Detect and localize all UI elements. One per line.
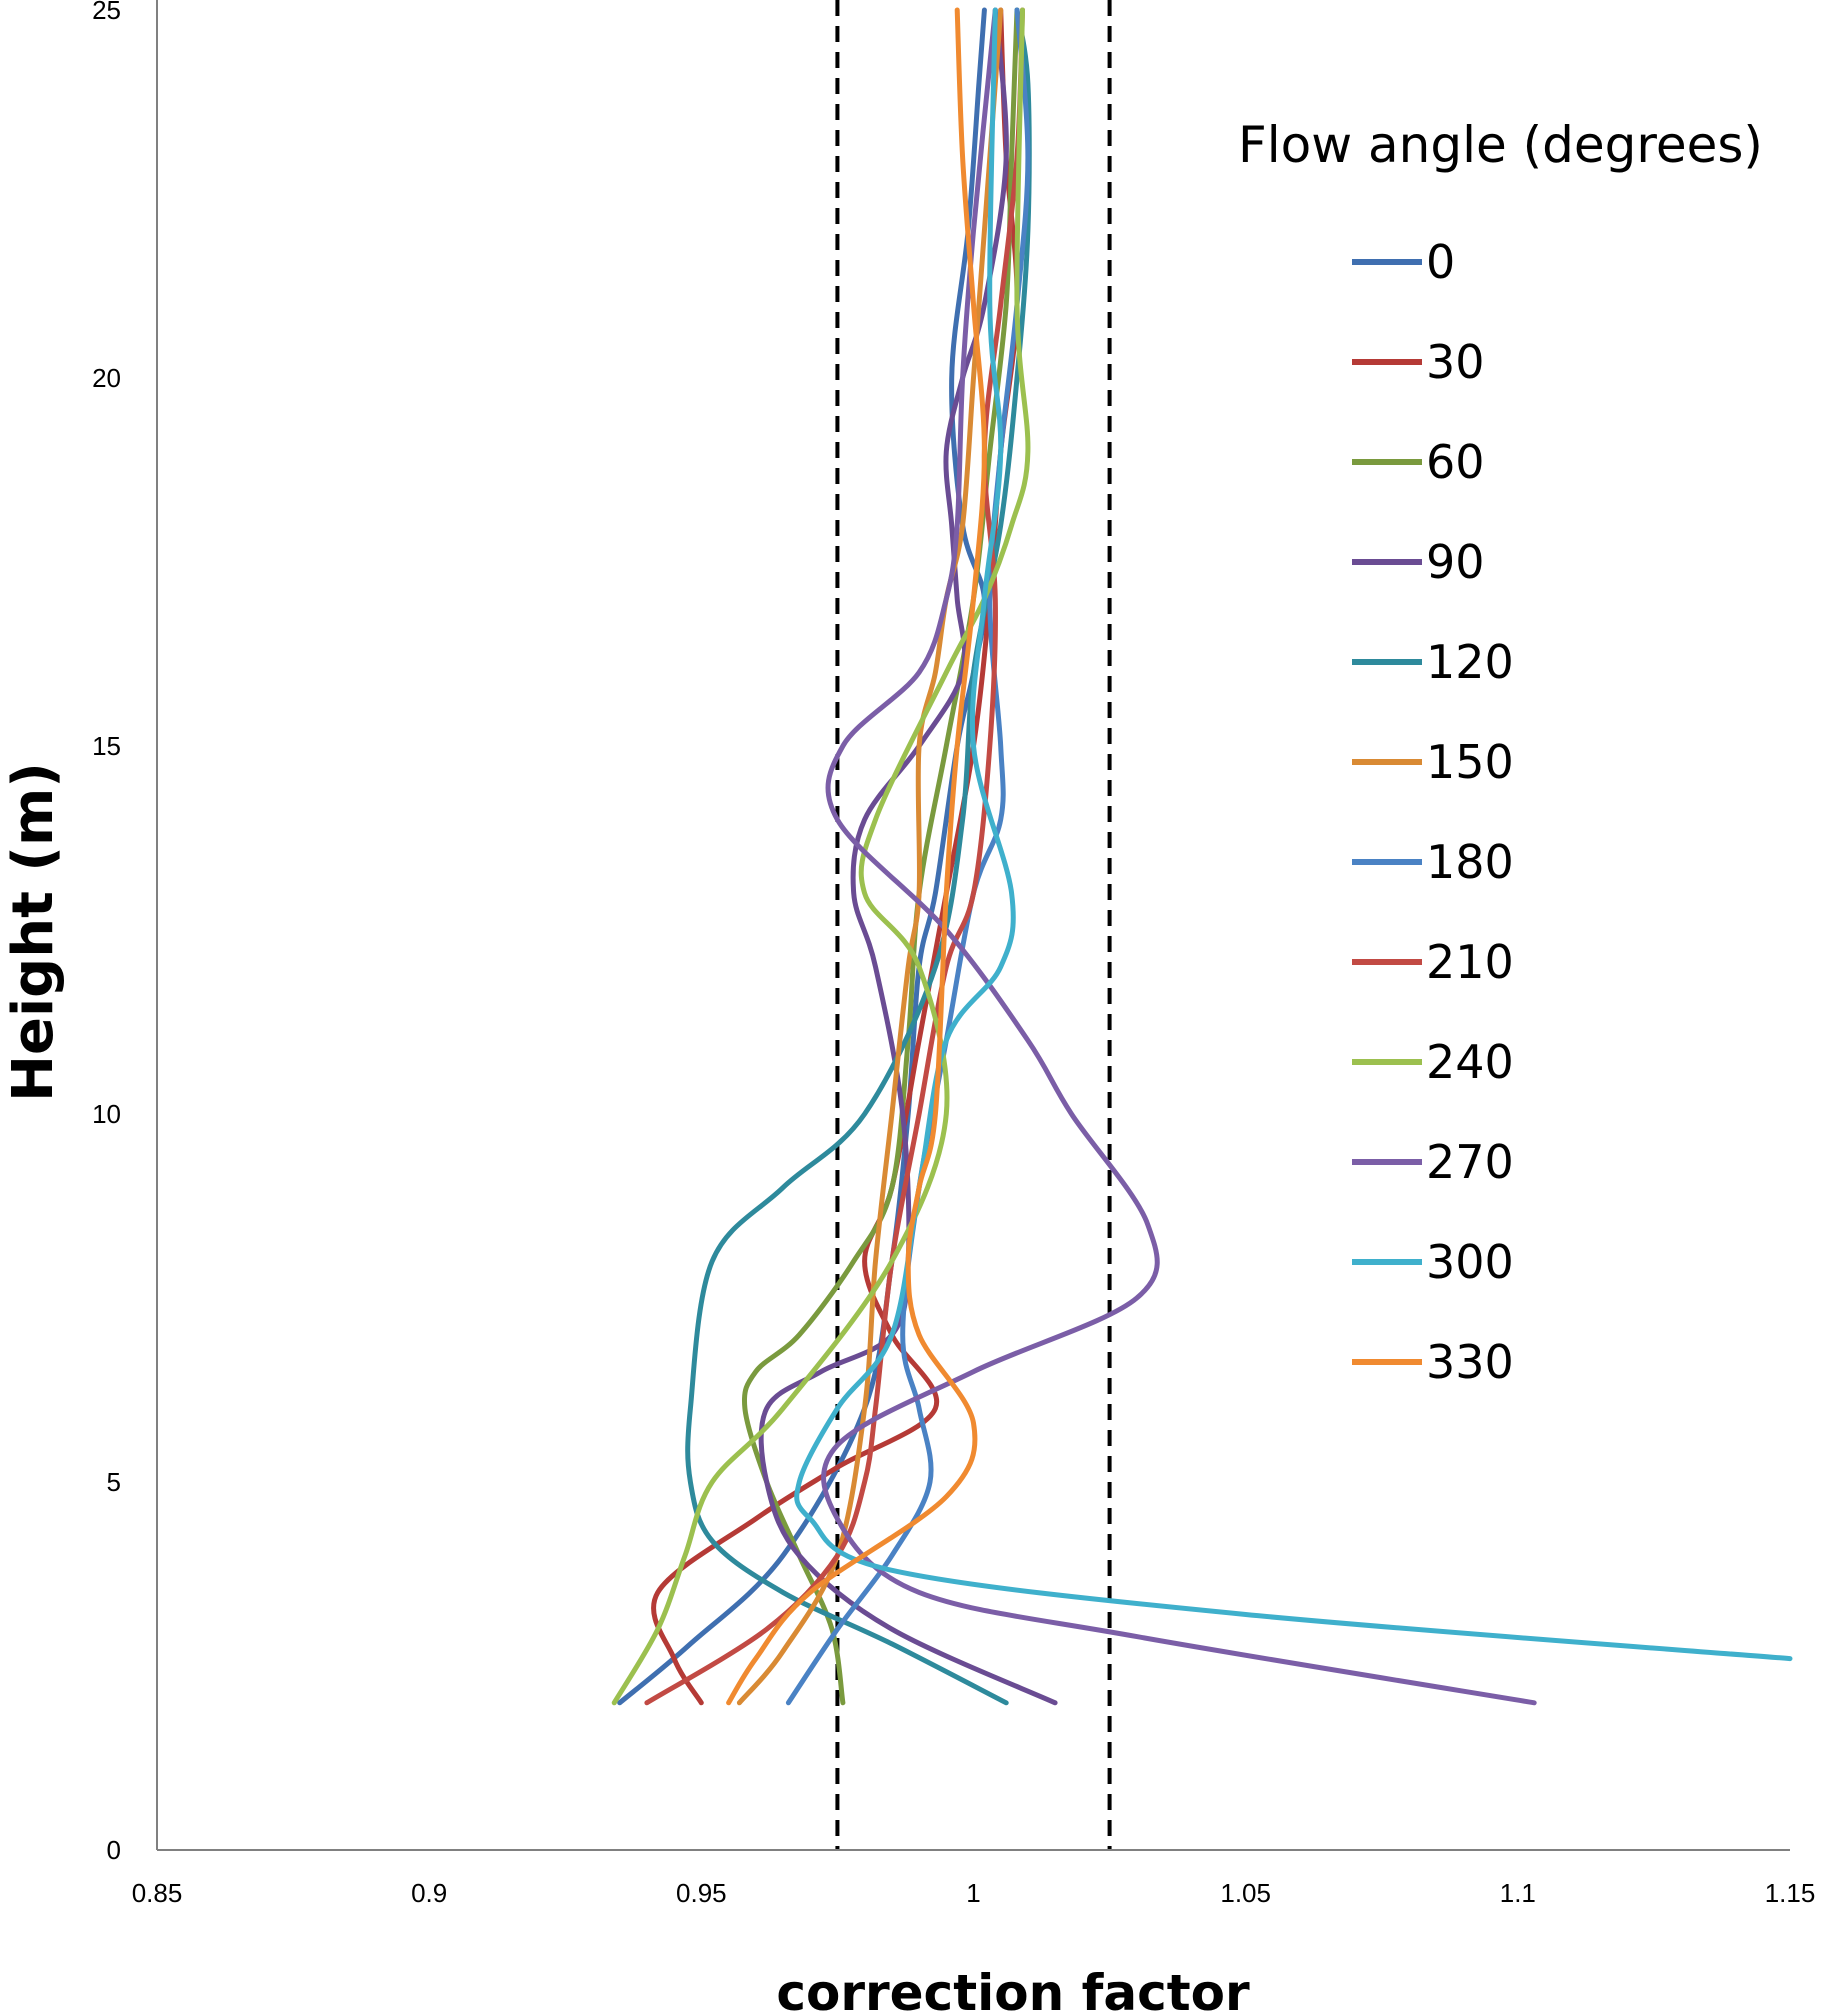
legend-label-120: 120 (1426, 635, 1514, 689)
legend-label-30: 30 (1426, 335, 1485, 389)
series-lines (611, 7, 1793, 1706)
legend-label-210: 210 (1426, 935, 1514, 989)
y-tick-label: 10 (92, 1099, 121, 1129)
x-tick-label: 1.15 (1765, 1878, 1816, 1908)
x-tick-label: 1 (966, 1878, 980, 1908)
legend-label-300: 300 (1426, 1235, 1514, 1289)
series-line-270 (821, 7, 1537, 1706)
series-line-240 (611, 7, 1031, 1706)
x-tick-label: 0.9 (411, 1878, 447, 1908)
x-tick-label: 1.1 (1500, 1878, 1536, 1908)
axes (156, 0, 1790, 1851)
legend-label-180: 180 (1426, 835, 1514, 889)
tick-labels: 0.85 0.9 0.95 1 1.05 1.1 1.15 0 5 10 15 20 25 (92, 0, 1815, 1908)
legend-label-90: 90 (1426, 535, 1485, 589)
legend: Flow angle (degrees) 0 30 60 90 120 150 180 210… (1238, 116, 1763, 1389)
legend-label-0: 0 (1426, 235, 1455, 289)
y-tick-label: 0 (107, 1835, 121, 1865)
x-tick-label: 1.05 (1220, 1878, 1271, 1908)
series-line-90 (758, 7, 1058, 1706)
legend-label-270: 270 (1426, 1135, 1514, 1189)
legend-label-330: 330 (1426, 1335, 1514, 1389)
series-line-300 (794, 7, 1793, 1662)
y-tick-label: 25 (92, 0, 121, 25)
legend-label-150: 150 (1426, 735, 1514, 789)
y-tick-label: 20 (92, 363, 121, 393)
y-tick-label: 5 (107, 1467, 121, 1497)
legend-title: Flow angle (degrees) (1238, 116, 1763, 174)
y-axis-title: Height (m) (1, 762, 66, 1102)
x-tick-label: 0.85 (132, 1878, 183, 1908)
reference-lines (835, 0, 1112, 1850)
y-tick-label: 15 (92, 731, 121, 761)
x-axis-title: correction factor (776, 1964, 1250, 2015)
legend-label-240: 240 (1426, 1035, 1514, 1089)
series-line-150 (736, 7, 1004, 1706)
x-tick-label: 0.95 (676, 1878, 727, 1908)
series-line-330 (726, 7, 987, 1706)
legend-label-60: 60 (1426, 435, 1485, 489)
